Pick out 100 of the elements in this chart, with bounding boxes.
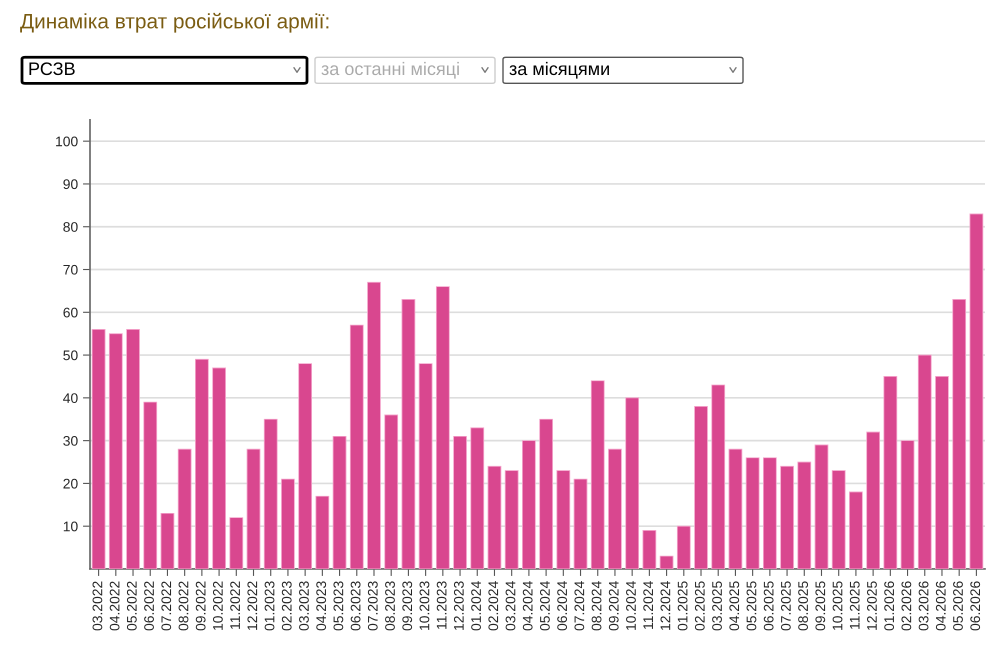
- bar: [556, 470, 570, 569]
- y-tick-label: 100: [56, 136, 78, 146]
- bar: [470, 427, 484, 569]
- bar: [866, 432, 880, 569]
- x-tick-label: 06.2022: [144, 581, 154, 630]
- bar: [694, 406, 708, 569]
- bar: [212, 367, 226, 569]
- x-tick-label: 11.2023: [436, 581, 447, 629]
- bar: [746, 457, 760, 569]
- bar: [676, 526, 691, 569]
- x-tick-label: 03.2023: [299, 581, 309, 630]
- x-tick-label: 08.2025: [798, 581, 808, 630]
- bar: [418, 363, 432, 569]
- x-tick-label: 04.2025: [729, 581, 740, 630]
- chart-title: Динаміка втрат російської армії:: [20, 12, 328, 33]
- x-tick-label: 11.2025: [850, 581, 860, 629]
- y-tick-label: 70: [63, 264, 78, 275]
- x-tick-label: 01.2025: [678, 581, 688, 630]
- x-tick-label: 07.2024: [574, 581, 584, 630]
- bar: [160, 512, 174, 569]
- x-tick-label: 10.2023: [420, 581, 430, 630]
- bar: [849, 492, 863, 569]
- x-tick-label: 06.2024: [557, 581, 568, 630]
- bar: [522, 440, 536, 569]
- x-tick-label: 04.2022: [110, 581, 120, 630]
- bar: [797, 462, 812, 569]
- bar: [952, 299, 966, 569]
- y-tick-label: 40: [63, 393, 78, 404]
- x-tick-label: 10.2025: [832, 581, 842, 630]
- x-tick-label: 09.2023: [402, 581, 412, 630]
- bar: [780, 466, 794, 569]
- y-tick-label: 80: [63, 222, 78, 232]
- x-tick-label: 12.2025: [867, 581, 877, 630]
- x-tick-label: 06.2023: [350, 581, 361, 630]
- x-tick-label: 09.2024: [608, 581, 619, 630]
- x-tick-label: 12.2022: [247, 581, 258, 630]
- x-tick-label: 05.2025: [746, 581, 756, 630]
- x-tick-label: 03.2026: [918, 581, 928, 630]
- x-tick-label: 08.2023: [385, 581, 395, 630]
- x-tick-label: 12.2024: [660, 581, 670, 630]
- bar: [195, 358, 209, 569]
- x-tick-label: 05.2022: [126, 581, 137, 630]
- bar: [711, 384, 726, 569]
- bar: [574, 478, 588, 569]
- y-tick-label: 30: [63, 436, 78, 446]
- x-tick-label: 05.2024: [540, 581, 550, 630]
- x-tick-label: 02.2023: [282, 581, 292, 630]
- bar: [504, 470, 519, 569]
- text: РСЗВ: [29, 62, 75, 76]
- x-tick-label: 09.2025: [815, 581, 826, 630]
- bar: [350, 324, 364, 569]
- bar: [900, 440, 914, 569]
- y-tick-label: 90: [63, 179, 78, 190]
- bar: [384, 414, 398, 569]
- bar: [488, 466, 502, 569]
- bar: [229, 517, 244, 569]
- bar: [918, 354, 932, 569]
- bar: [970, 213, 984, 569]
- x-tick-label: 04.2026: [936, 581, 946, 630]
- x-tick-label: 05.2023: [333, 581, 344, 630]
- bar: [143, 402, 158, 569]
- bar: [660, 556, 674, 569]
- x-tick-label: 02.2026: [901, 581, 912, 630]
- bar: [728, 448, 742, 569]
- x-tick-label: 11.2022: [230, 581, 240, 629]
- x-tick-label: 08.2022: [178, 581, 188, 630]
- text: за місяцями: [509, 62, 609, 79]
- bar: [281, 478, 295, 569]
- x-tick-label: 10.2022: [212, 581, 223, 630]
- x-tick-label: 07.2023: [368, 581, 378, 630]
- bar: [298, 363, 312, 569]
- bar: [608, 448, 622, 569]
- x-tick-label: 03.2025: [712, 581, 722, 630]
- bar: [332, 436, 346, 569]
- x-tick-label: 06.2025: [764, 581, 774, 630]
- bar: [402, 299, 416, 569]
- x-tick-label: 07.2025: [780, 581, 791, 630]
- bar: [436, 286, 450, 569]
- bar: [762, 457, 777, 569]
- x-tick-label: 03.2022: [92, 581, 102, 630]
- x-tick-label: 01.2026: [884, 581, 894, 630]
- bar: [92, 328, 106, 569]
- bar: [108, 333, 123, 569]
- bar: [315, 496, 330, 569]
- x-tick-label: 05.2026: [953, 581, 963, 630]
- text: за останні місяці: [321, 62, 459, 79]
- x-tick-label: 12.2023: [454, 581, 464, 630]
- x-tick-label: 09.2022: [196, 581, 206, 630]
- x-tick-label: 04.2024: [522, 581, 533, 630]
- bar: [814, 444, 828, 569]
- x-tick-label: 11.2024: [643, 581, 654, 629]
- x-tick-label: 08.2024: [592, 581, 602, 630]
- y-tick-label: 20: [63, 478, 78, 489]
- x-tick-label: 04.2023: [316, 581, 326, 630]
- x-tick-label: 02.2024: [488, 581, 498, 630]
- x-tick-label: 01.2024: [471, 581, 481, 630]
- bar: [367, 282, 381, 569]
- y-tick-label: 60: [63, 308, 78, 318]
- bar: [883, 376, 898, 569]
- bar: [625, 397, 640, 569]
